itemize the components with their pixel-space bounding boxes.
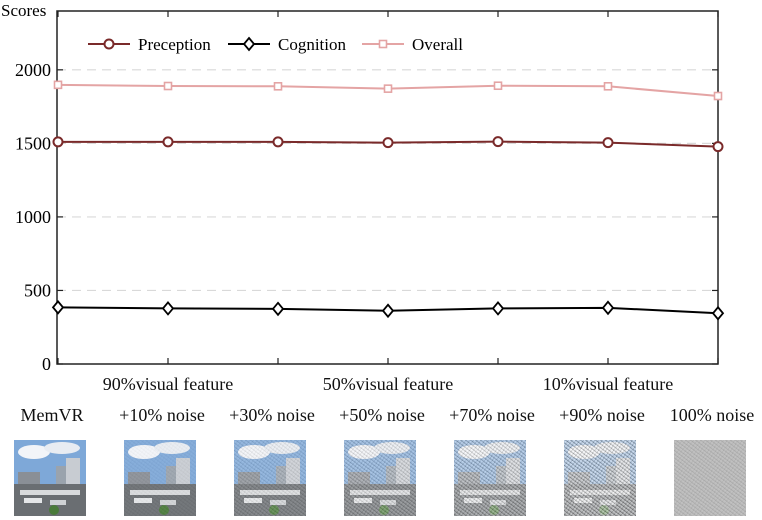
overall-point — [493, 81, 503, 91]
feature-group-label: 90%visual feature — [102, 374, 234, 394]
condition-label: +70% noise — [449, 405, 535, 425]
preception-point — [602, 137, 614, 149]
noise-thumbnail — [674, 440, 746, 516]
legend-cognition-label: Cognition — [278, 35, 347, 54]
overall-point — [603, 82, 613, 91]
cognition-point — [601, 300, 615, 316]
legend: Preception Cognition Overall — [88, 35, 463, 54]
condition-label: 100% noise — [669, 405, 755, 425]
cognition-point — [711, 305, 725, 321]
series-group — [51, 80, 725, 321]
condition-label: +10% noise — [119, 405, 205, 425]
grid-lines — [57, 69, 718, 292]
cognition-point — [381, 303, 395, 319]
legend-overall-marker — [378, 39, 388, 49]
condition-label: +30% noise — [229, 405, 315, 425]
condition-label: +90% noise — [559, 405, 645, 425]
condition-label: MemVR — [20, 405, 84, 425]
legend-cognition-marker — [242, 36, 256, 52]
condition-label: +50% noise — [339, 405, 425, 425]
overall-point — [163, 81, 173, 91]
noise-thumbnail — [344, 440, 416, 516]
legend-preception-label: Preception — [138, 35, 211, 54]
legend-preception-marker — [103, 38, 115, 50]
overall-point — [273, 82, 283, 91]
cognition-point — [271, 301, 285, 317]
cognition-point — [161, 300, 175, 316]
y-tick-label: 1000 — [15, 207, 51, 227]
overall-point — [713, 91, 723, 101]
cognition-point — [51, 299, 65, 315]
y-tick-label: 1500 — [15, 133, 51, 153]
preception-point — [382, 137, 394, 149]
overall-point — [53, 80, 63, 90]
y-tick-label: 2000 — [15, 60, 51, 80]
noise-thumbnail — [564, 440, 636, 516]
y-axis-label: Scores — [1, 1, 46, 20]
preception-point — [52, 136, 64, 148]
noise-thumbnail — [234, 440, 306, 516]
noise-thumbnail — [14, 440, 86, 516]
y-tick-label: 0 — [42, 354, 51, 374]
overall-point — [383, 84, 393, 93]
preception-point — [492, 136, 504, 148]
feature-group-label: 10%visual feature — [542, 374, 674, 394]
feature-group-label: 50%visual feature — [322, 374, 454, 394]
preception-point — [272, 136, 284, 148]
noise-thumbnail — [124, 440, 196, 516]
cognition-point — [491, 300, 505, 316]
preception-point — [162, 136, 174, 148]
y-axis: 0 500 1000 1500 2000 — [15, 60, 718, 374]
legend-overall-label: Overall — [412, 35, 463, 54]
x-axis-ticks — [57, 11, 719, 364]
preception-point — [712, 141, 724, 153]
line-chart: 0 500 1000 1500 2000 Scores Preception Cognit… — [1, 1, 725, 374]
noise-thumbnail — [454, 440, 526, 516]
y-tick-label: 500 — [24, 280, 51, 300]
